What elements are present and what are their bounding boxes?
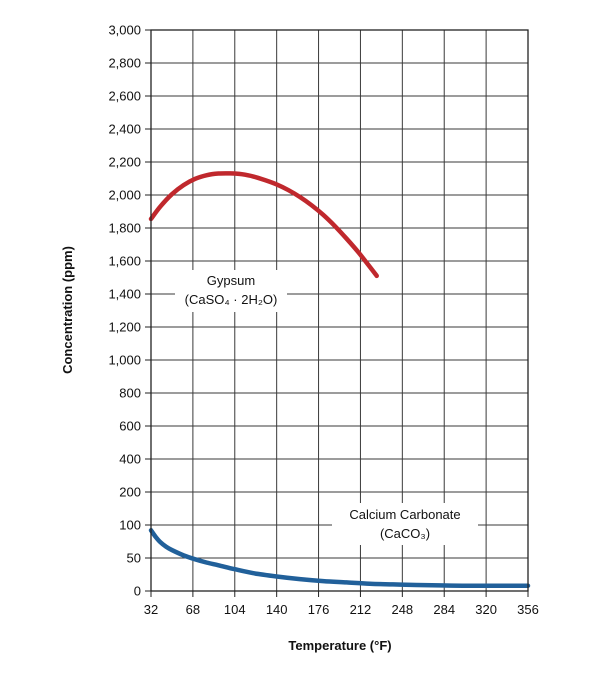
annotation-calcium-carbonate: Calcium Carbonate (CaCO₃): [332, 503, 478, 545]
y-tick-label: 400: [119, 452, 141, 467]
y-tick-label: 50: [127, 551, 141, 566]
x-axis-title: Temperature (°F): [288, 638, 391, 653]
series-line-gypsum: [148, 171, 379, 279]
plot-frame: [150, 29, 529, 592]
y-tick-label: 1,600: [108, 254, 141, 269]
series-layer: [148, 171, 531, 588]
x-tick-label: 356: [517, 602, 539, 617]
x-tick-label: 284: [433, 602, 455, 617]
y-tick-label: 3,000: [108, 23, 141, 38]
x-tick-label: 140: [266, 602, 288, 617]
x-tick-label: 32: [144, 602, 158, 617]
y-tick-label: 800: [119, 386, 141, 401]
y-axis-title: Concentration (ppm): [60, 246, 75, 374]
annotation-gypsum-background: [175, 270, 287, 312]
annotation-gypsum-line1: Gypsum: [207, 273, 255, 288]
x-axis-ticks: 32 68 104 140 176 212 248 284 320 356: [144, 591, 539, 617]
y-tick-label: 1,000: [108, 353, 141, 368]
y-axis-ticks: 0 50 100 200 400 600 800 1,000 1,200 1,400 1,600 1,…: [108, 23, 151, 599]
y-tick-label: 600: [119, 419, 141, 434]
y-tick-label: 2,200: [108, 155, 141, 170]
y-tick-label: 2,000: [108, 188, 141, 203]
x-tick-label: 248: [391, 602, 413, 617]
y-tick-label: 2,600: [108, 89, 141, 104]
y-tick-label: 0: [134, 584, 141, 599]
y-tick-label: 1,400: [108, 287, 141, 302]
annotation-gypsum-line2: (CaSO₄ · 2H₂O): [185, 292, 278, 307]
annotation-calcium-carbonate-line1: Calcium Carbonate: [349, 507, 460, 522]
x-tick-label: 68: [186, 602, 200, 617]
y-tick-label: 1,800: [108, 221, 141, 236]
y-tick-label: 1,200: [108, 320, 141, 335]
annotation-gypsum: Gypsum (CaSO₄ · 2H₂O): [175, 270, 287, 312]
x-tick-label: 212: [350, 602, 372, 617]
x-tick-label: 104: [224, 602, 246, 617]
x-tick-label: 320: [475, 602, 497, 617]
annotation-calcium-carbonate-background: [332, 503, 478, 545]
y-tick-label: 200: [119, 485, 141, 500]
y-tick-label: 2,800: [108, 56, 141, 71]
series-line-calcium-carbonate: [148, 528, 531, 588]
x-tick-label: 176: [308, 602, 330, 617]
y-tick-label: 2,400: [108, 122, 141, 137]
y-tick-label: 100: [119, 518, 141, 533]
annotation-calcium-carbonate-line2: (CaCO₃): [380, 526, 430, 541]
